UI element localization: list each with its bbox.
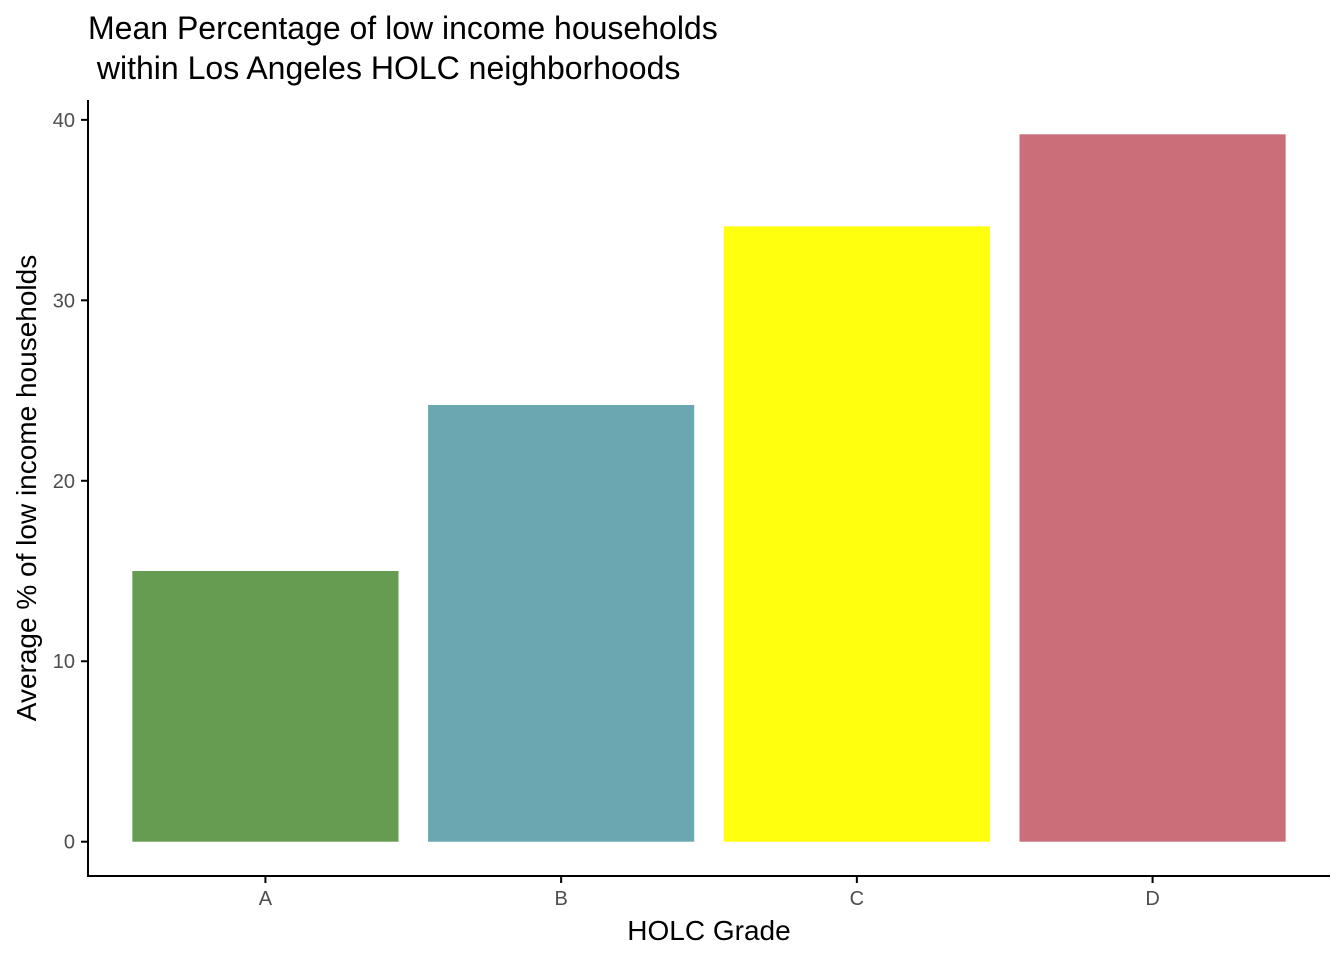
x-tick-label-d: D: [1145, 888, 1159, 910]
y-tick-label-30: 30: [53, 290, 75, 312]
chart-title-line-2: within Los Angeles HOLC neighborhoods: [88, 50, 680, 86]
y-tick-label-40: 40: [53, 110, 75, 132]
bar-c: [723, 226, 990, 842]
y-axis-title: Average % of low income households: [11, 255, 42, 721]
bar-a: [132, 571, 399, 842]
y-tick-label-20: 20: [53, 471, 75, 493]
chart-title-line-1: Mean Percentage of low income households: [88, 10, 718, 46]
y-tick-label-0: 0: [64, 832, 75, 854]
x-axis-ticks: A B C D: [259, 876, 1160, 910]
x-tick-label-c: C: [850, 888, 864, 910]
y-tick-label-10: 10: [53, 651, 75, 673]
bar-b: [428, 404, 695, 842]
x-tick-label-b: B: [554, 888, 567, 910]
bars-group: [132, 134, 1286, 842]
x-axis-title: HOLC Grade: [627, 915, 790, 946]
bar-d: [1019, 134, 1286, 842]
x-tick-label-a: A: [259, 888, 273, 910]
y-axis-ticks: 0 10 20 30 40: [53, 110, 88, 854]
